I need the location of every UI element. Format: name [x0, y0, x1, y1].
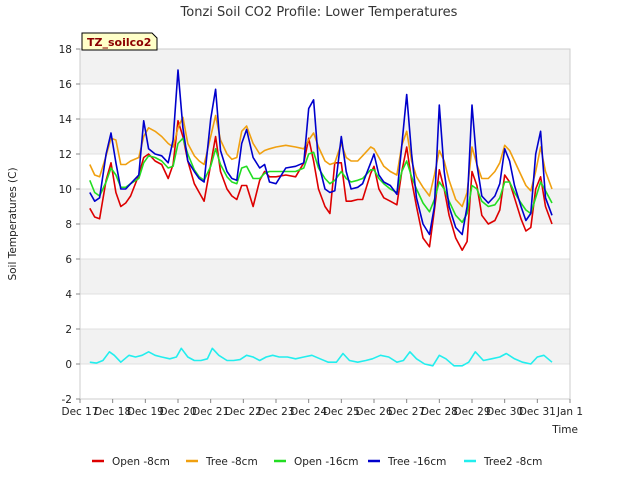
x-tick-label: Dec 28	[421, 406, 458, 418]
y-tick-label: -2	[62, 394, 72, 406]
legend-label: Open -16cm	[294, 456, 359, 468]
x-tick-label: Dec 30	[486, 406, 523, 418]
y-axis: -2 0 2 4 6 8 10 12 14 16 18	[59, 44, 80, 406]
series-line-4	[89, 69, 553, 236]
x-tick-label: Dec 22	[225, 406, 262, 418]
x-tick-label: Dec 21	[192, 406, 229, 418]
series-line-5	[89, 347, 553, 367]
y-tick-label: 16	[59, 79, 73, 91]
x-tick-label: Dec 20	[159, 406, 196, 418]
series-layer	[89, 69, 553, 367]
y-tick-label: 10	[59, 184, 72, 196]
station-badge-text: TZ_soilco2	[87, 36, 151, 49]
chart-title: Tonzi Soil CO2 Profile: Lower Temperatur…	[180, 5, 458, 20]
plot-band	[80, 119, 570, 154]
plot-band	[80, 329, 570, 364]
x-tick-label: Dec 31	[519, 406, 556, 418]
y-axis-label: Soil Temperatures (C)	[7, 167, 19, 280]
y-tick-label: 4	[65, 289, 72, 301]
legend-label: Tree2 -8cm	[483, 456, 542, 468]
legend: Open -8cm Tree -8cm Open -16cm Tree -16cm Tr…	[92, 456, 542, 468]
legend-label: Tree -8cm	[205, 456, 258, 468]
legend-label: Open -8cm	[112, 456, 170, 468]
plot-band	[80, 294, 570, 329]
x-tick-label: Dec 17	[61, 406, 98, 418]
y-tick-label: 14	[59, 114, 73, 126]
y-tick-label: 0	[65, 359, 72, 371]
y-tick-label: 18	[59, 44, 72, 56]
x-tick-label: Dec 19	[127, 406, 164, 418]
x-tick-label: Dec 26	[355, 406, 392, 418]
y-tick-label: 8	[65, 219, 72, 231]
plot-band	[80, 84, 570, 119]
x-tick-label: Dec 24	[290, 406, 327, 418]
legend-label: Tree -16cm	[387, 456, 446, 468]
x-tick-label: Dec 23	[257, 406, 294, 418]
series-line-3	[89, 137, 553, 224]
x-axis-label: Time	[551, 424, 578, 436]
y-tick-label: 6	[65, 254, 72, 266]
x-tick-label: Dec 27	[388, 406, 425, 418]
x-tick-label: Dec 18	[94, 406, 131, 418]
station-badge: TZ_soilco2	[81, 32, 158, 51]
station-badge-box	[81, 32, 158, 51]
y-tick-label: 2	[65, 324, 72, 336]
y-tick-label: 12	[59, 149, 72, 161]
x-tick-label: Dec 25	[323, 406, 360, 418]
x-tick-label: Jan 1	[556, 406, 583, 418]
plot-band	[80, 49, 570, 84]
x-tick-label: Dec 29	[453, 406, 490, 418]
plot-band	[80, 364, 570, 399]
plot-band	[80, 259, 570, 294]
plot-band	[80, 224, 570, 259]
